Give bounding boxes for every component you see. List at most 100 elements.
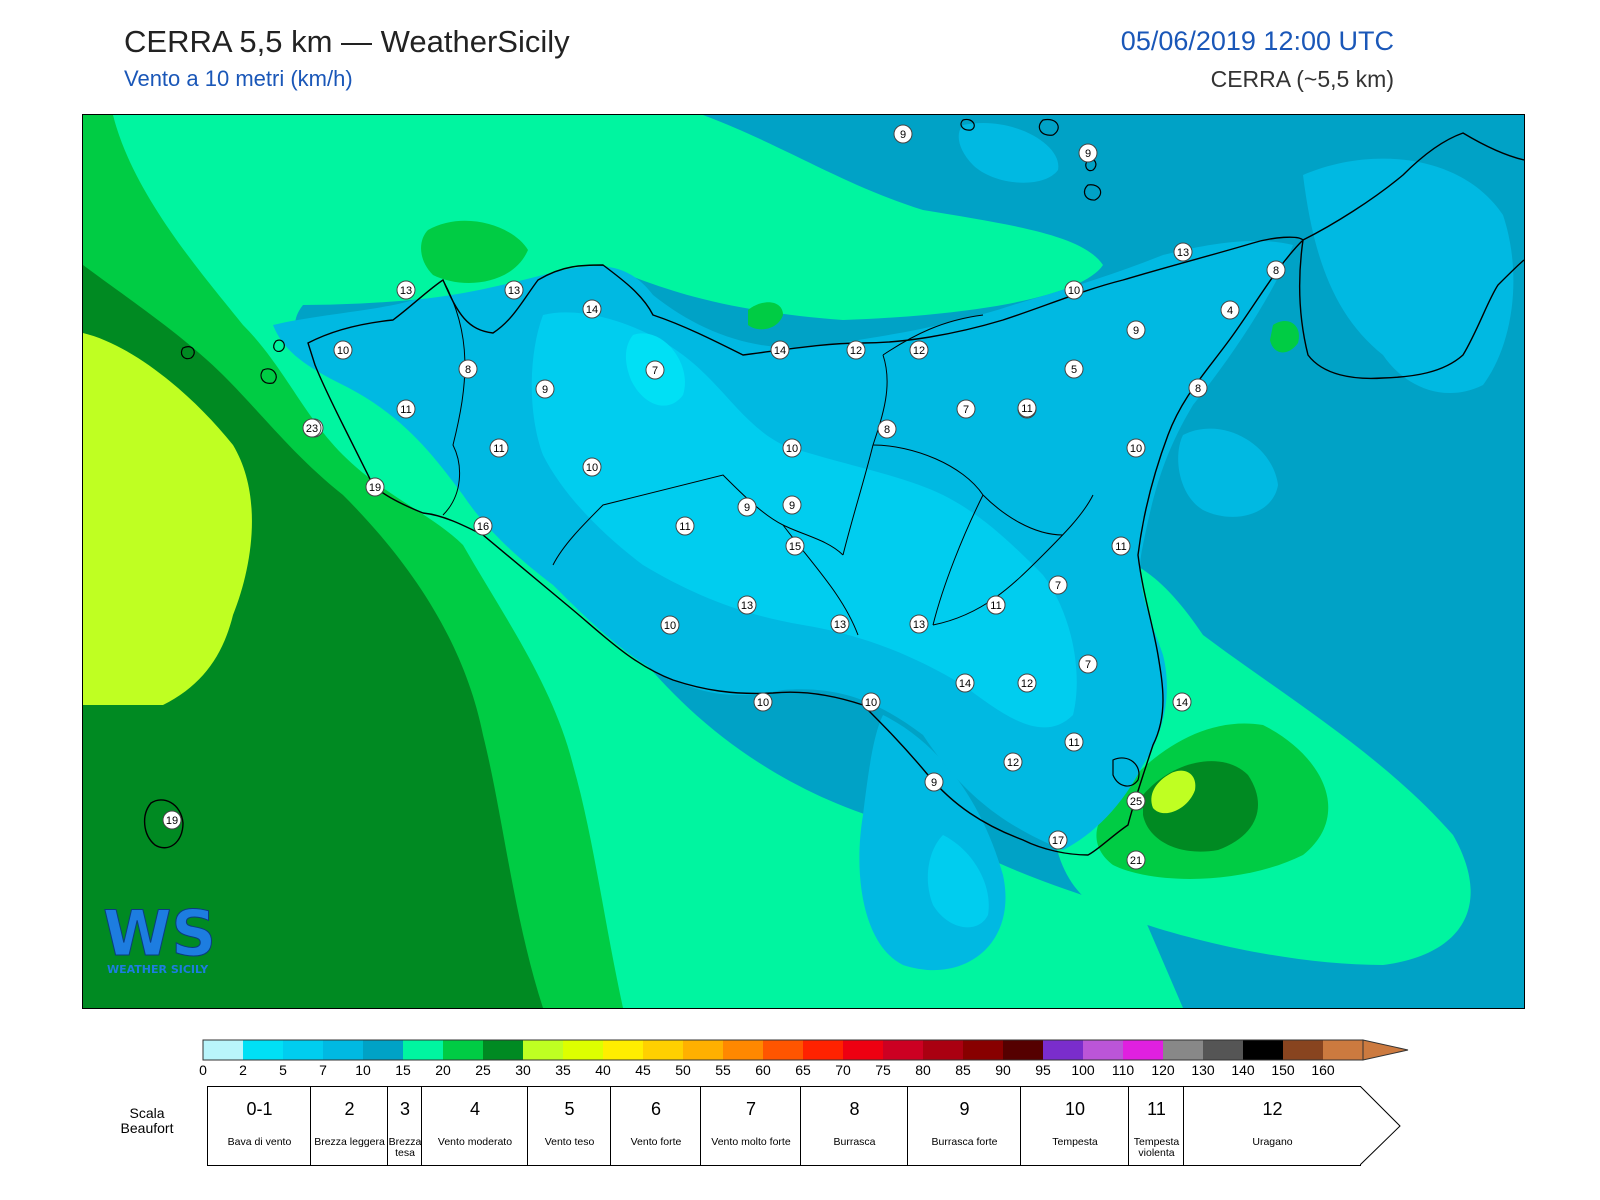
station-marker bbox=[396, 399, 416, 419]
station-value: 11 bbox=[990, 600, 1001, 612]
station-value: 10 bbox=[337, 345, 349, 357]
station-label: 9 bbox=[1126, 320, 1146, 340]
beaufort-number: 4 bbox=[469, 1099, 480, 1119]
station-marker bbox=[1188, 378, 1208, 398]
scale-tick-label: 35 bbox=[555, 1062, 571, 1078]
station-label: 10 bbox=[333, 340, 353, 360]
station-marker bbox=[365, 477, 385, 497]
station-marker bbox=[1017, 398, 1037, 418]
station-label: 4 bbox=[1220, 300, 1240, 320]
station-marker bbox=[1126, 320, 1146, 340]
scale-tick-label: 30 bbox=[515, 1062, 531, 1078]
scale-tick-label: 140 bbox=[1231, 1062, 1255, 1078]
station-value: 12 bbox=[1021, 678, 1033, 690]
station-value: 9 bbox=[789, 500, 795, 512]
logo-text: WEATHER SICILY bbox=[107, 963, 209, 976]
station-value: 21 bbox=[1130, 855, 1142, 867]
station-label: 9 bbox=[924, 772, 944, 792]
pantelleria-coastline bbox=[144, 799, 184, 849]
station-label: 10 bbox=[582, 457, 602, 477]
scale-tick-label: 65 bbox=[795, 1062, 811, 1078]
station-value: 10 bbox=[757, 697, 769, 709]
scale-tick-label: 100 bbox=[1071, 1062, 1095, 1078]
scale-tick-label: 110 bbox=[1111, 1062, 1135, 1078]
wind-field-svg: 9 9 13 8 4 13 13 10 9 14 14 12 12 10 11 5 8 8 9 7 11 13 23 8 7 11… bbox=[83, 115, 1524, 1008]
station-label: 11 bbox=[675, 516, 695, 536]
malta-coastline bbox=[1112, 757, 1140, 787]
station-label: 12 bbox=[909, 340, 929, 360]
station-value: 7 bbox=[1085, 659, 1091, 671]
station-marker bbox=[1078, 654, 1098, 674]
station-label: 10 bbox=[861, 692, 881, 712]
valid-datetime: 05/06/2019 12:00 UTC bbox=[1120, 26, 1394, 56]
station-value: 7 bbox=[1055, 580, 1061, 592]
station-value: 8 bbox=[884, 424, 890, 436]
station-marker bbox=[737, 497, 757, 517]
station-value: 13 bbox=[1177, 247, 1189, 259]
station-value: 11 bbox=[679, 521, 690, 533]
color-scale-bar bbox=[202, 1039, 1409, 1061]
station-value: 25 bbox=[1130, 796, 1142, 808]
beaufort-class: 7 Vento molto forte bbox=[700, 1086, 801, 1166]
scale-swatch bbox=[443, 1040, 483, 1060]
wind-band-7-10 bbox=[1303, 158, 1514, 394]
scale-tick-label: 90 bbox=[995, 1062, 1011, 1078]
calabria-coastline bbox=[1299, 132, 1524, 380]
map-title: CERRA 5,5 km — WeatherSicily bbox=[124, 24, 570, 59]
beaufort-description: Bava di vento bbox=[227, 1136, 292, 1148]
station-value: 12 bbox=[850, 345, 862, 357]
station-value: 10 bbox=[865, 697, 877, 709]
station-marker bbox=[737, 595, 757, 615]
station-label: 13 bbox=[504, 280, 524, 300]
station-value: 11 bbox=[493, 443, 504, 455]
station-marker bbox=[1064, 732, 1084, 752]
scale-tick-label: 0 bbox=[199, 1062, 207, 1078]
scale-tick-label: 10 bbox=[355, 1062, 371, 1078]
station-marker bbox=[489, 438, 509, 458]
station-marker bbox=[1111, 536, 1131, 556]
station-marker bbox=[1003, 752, 1023, 772]
beaufort-title: Scala Beaufort bbox=[120, 1105, 174, 1136]
scale-tick-label: 15 bbox=[395, 1062, 411, 1078]
scale-swatch bbox=[1243, 1040, 1283, 1060]
egadi-islands bbox=[180, 339, 285, 384]
station-value: 9 bbox=[744, 502, 750, 514]
station-label: 7 bbox=[1078, 654, 1098, 674]
scale-tick-label: 150 bbox=[1271, 1062, 1295, 1078]
beaufort-class: 9 Burrasca forte bbox=[907, 1086, 1021, 1166]
station-value: 13 bbox=[400, 285, 412, 297]
station-label: 9 bbox=[737, 497, 757, 517]
station-marker bbox=[162, 810, 182, 830]
scale-swatch bbox=[843, 1040, 883, 1060]
scale-swatch bbox=[523, 1040, 563, 1060]
scale-tick-label: 80 bbox=[915, 1062, 931, 1078]
station-value: 23 bbox=[306, 423, 318, 435]
scale-tick-label: 55 bbox=[715, 1062, 731, 1078]
station-value: 9 bbox=[1133, 325, 1139, 337]
station-value: 19 bbox=[369, 482, 381, 494]
station-marker bbox=[1064, 280, 1084, 300]
station-value: 10 bbox=[664, 620, 676, 632]
scale-swatch bbox=[643, 1040, 683, 1060]
scale-swatch bbox=[403, 1040, 443, 1060]
scale-swatch bbox=[723, 1040, 763, 1060]
scale-swatch bbox=[1043, 1040, 1083, 1060]
station-marker bbox=[645, 360, 665, 380]
scale-tick-label: 40 bbox=[595, 1062, 611, 1078]
scale-tick-label: 20 bbox=[435, 1062, 451, 1078]
scale-tick-label: 25 bbox=[475, 1062, 491, 1078]
station-label: 5 bbox=[1064, 359, 1084, 379]
beaufort-class: 2 Brezza leggera bbox=[310, 1086, 388, 1166]
station-marker bbox=[582, 457, 602, 477]
province-boundaries bbox=[442, 279, 1094, 636]
model-name: CERRA (~5,5 km) bbox=[1210, 66, 1394, 92]
station-marker bbox=[1126, 850, 1146, 870]
beaufort-description: Vento forte bbox=[630, 1136, 682, 1148]
scale-tick-label: 160 bbox=[1311, 1062, 1335, 1078]
station-marker bbox=[535, 379, 555, 399]
beaufort-arrow-shape bbox=[1360, 1086, 1401, 1166]
station-value: 14 bbox=[774, 345, 786, 357]
scale-swatch bbox=[283, 1040, 323, 1060]
wind-scale-legend bbox=[0, 1030, 1600, 1200]
station-marker bbox=[473, 516, 493, 536]
